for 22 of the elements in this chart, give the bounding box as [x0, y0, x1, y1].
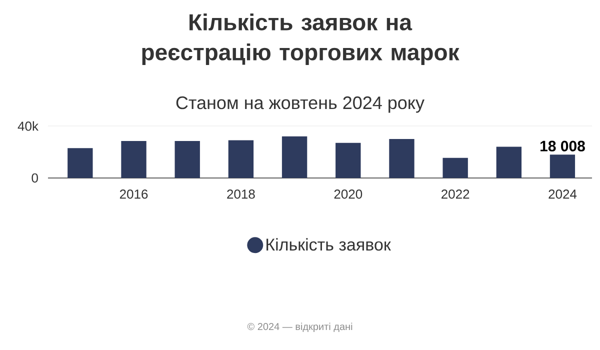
bar: [442, 158, 468, 178]
y-tick-label: 0: [32, 173, 38, 183]
bar: [336, 142, 361, 178]
bar: [68, 148, 93, 178]
bar: [496, 146, 522, 178]
bar: [228, 140, 254, 178]
chart-subtitle: Станом на жовтень 2024 року: [176, 96, 424, 113]
bar: [389, 138, 414, 178]
bar: [282, 136, 308, 178]
x-tick-label: 2022: [442, 190, 470, 199]
x-tick-label: 2020: [334, 190, 362, 199]
bar: [550, 154, 576, 178]
text: © 2024 — відкриті дані: [247, 322, 352, 332]
y-tick-label: 40k: [18, 121, 38, 131]
x-tick-label: 2016: [120, 190, 148, 199]
x-tick-label: 2018: [227, 190, 255, 199]
chart-title: Кількість заявок на реєстрацію торгових марок: [142, 14, 460, 65]
data-label: 18 008: [540, 140, 585, 152]
legend-label: Кількість заявок: [266, 238, 391, 251]
bar: [121, 140, 146, 178]
x-tick-label: 2024: [548, 190, 577, 199]
bar: [174, 140, 200, 178]
